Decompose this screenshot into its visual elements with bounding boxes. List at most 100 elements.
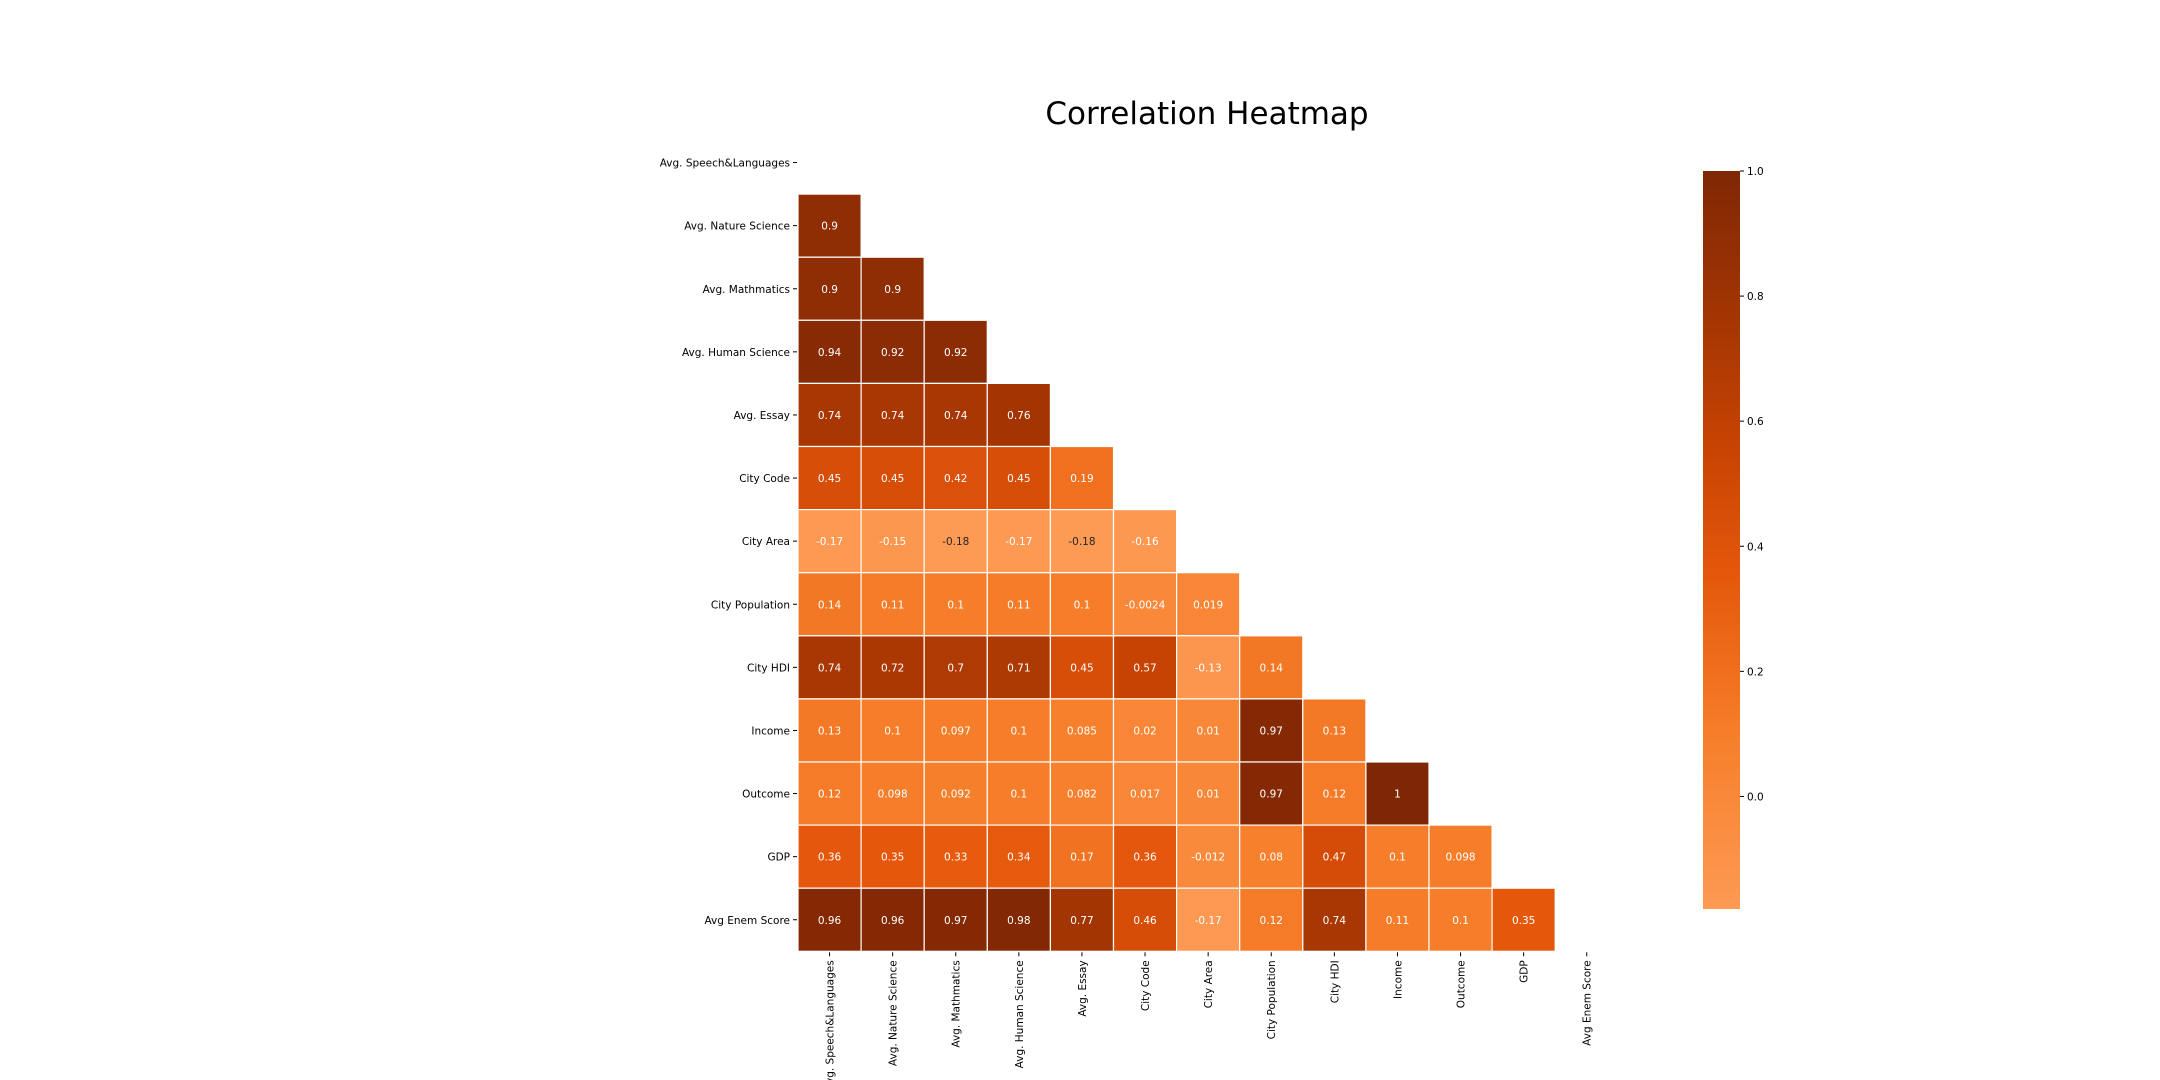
x-tick-label: Income — [1392, 960, 1404, 999]
cell-value-label: 0.9 — [821, 284, 838, 296]
cell-value-label: 0.46 — [1133, 915, 1157, 927]
cell-value-label: 0.42 — [944, 473, 967, 485]
cell-value-label: 0.35 — [1512, 915, 1535, 927]
cell-value-label: 0.77 — [1070, 915, 1093, 927]
heatmap-cell — [1365, 887, 1430, 952]
cell-value-label: 0.11 — [1007, 599, 1030, 611]
colorbar-tick-label: 0.8 — [1747, 291, 1764, 303]
x-tick-label: Avg. Human Science — [1014, 960, 1026, 1068]
y-tick-label: GDP — [767, 852, 790, 864]
cell-value-label: 0.35 — [881, 852, 904, 864]
cell-value-label: 0.097 — [941, 725, 971, 737]
x-tick-label: City HDI — [1329, 960, 1341, 1003]
cell-value-label: 0.98 — [1007, 915, 1030, 927]
heatmap-cell — [1112, 698, 1178, 763]
cell-value-label: -0.17 — [1005, 536, 1032, 548]
heatmap-cell — [797, 509, 862, 574]
heatmap-cell — [1049, 761, 1115, 826]
heatmap-cell — [797, 887, 862, 952]
cell-value-label: 0.45 — [881, 473, 904, 485]
heatmap-cell — [986, 887, 1051, 952]
heatmap-cell — [1175, 887, 1241, 952]
heatmap-cell — [797, 824, 862, 889]
y-tick-label: Avg. Human Science — [682, 347, 790, 359]
cell-value-label: 0.019 — [1193, 599, 1223, 611]
heatmap-cell — [1302, 824, 1367, 889]
cell-value-label: 0.47 — [1323, 852, 1346, 864]
x-tick-label: City Area — [1203, 960, 1215, 1008]
cell-value-label: 0.92 — [881, 347, 904, 359]
heatmap-cell — [1049, 509, 1115, 574]
y-tick-label: Income — [751, 725, 790, 737]
heatmap-cell — [797, 698, 862, 763]
colorbar-tick-label: 0.4 — [1747, 541, 1764, 553]
heatmap-cell — [1428, 887, 1493, 952]
heatmap-cell — [923, 761, 988, 826]
y-axis-tick-labels: Avg. Speech&Languages Avg. Nature Science… — [660, 158, 797, 927]
cell-value-label: 0.02 — [1133, 725, 1156, 737]
cell-value-label: 0.1 — [1452, 915, 1469, 927]
cell-value-label: 0.74 — [881, 410, 905, 422]
x-tick-label: Avg. Mathmatics — [951, 960, 963, 1047]
cell-value-label: -0.16 — [1131, 536, 1158, 548]
x-axis-tick-labels: Avg. Speech&Languages Avg. Nature Science… — [825, 952, 1594, 1080]
heatmap-cell — [797, 635, 862, 700]
y-tick-label: Avg. Speech&Languages — [660, 158, 790, 170]
cell-value-label: 0.34 — [1007, 852, 1031, 864]
heatmap-cell — [860, 445, 925, 511]
y-tick-label: Avg. Mathmatics — [703, 284, 790, 296]
heatmap-cell — [860, 256, 925, 321]
cell-value-label: 0.01 — [1196, 789, 1219, 801]
cell-value-label: 0.36 — [1133, 852, 1157, 864]
cell-value-label: 0.92 — [944, 347, 967, 359]
cell-value-label: 0.36 — [818, 852, 842, 864]
cell-value-label: 0.1 — [1010, 725, 1027, 737]
cell-value-label: 1 — [1394, 789, 1401, 801]
cell-value-label: 0.74 — [818, 662, 842, 674]
cell-value-label: 0.96 — [881, 915, 905, 927]
colorbar-gradient — [1703, 171, 1740, 909]
x-tick-label: City Code — [1140, 960, 1152, 1011]
cell-value-label: 0.97 — [944, 915, 967, 927]
cell-value-label: 0.08 — [1260, 852, 1283, 864]
cell-value-label: 0.1 — [884, 725, 901, 737]
heatmap-cells: 0.9 0.9 0.9 0.94 0.92 0.92 0.74 0.74 0.74 0.76 0.4… — [797, 193, 1556, 952]
y-tick-label: Avg. Nature Science — [684, 221, 790, 233]
heatmap-cell — [1112, 509, 1178, 574]
heatmap-cell — [923, 698, 988, 763]
heatmap-cell — [986, 382, 1051, 448]
chart-title: Correlation Heatmap — [1045, 96, 1368, 132]
heatmap-cell — [860, 572, 925, 637]
cell-value-label: 0.098 — [1446, 852, 1476, 864]
cell-value-label: 0.76 — [1007, 410, 1031, 422]
heatmap-cell — [1428, 824, 1493, 889]
x-tick-label: Avg. Nature Science — [888, 960, 900, 1066]
cell-value-label: 0.33 — [944, 852, 967, 864]
heatmap-cell — [986, 509, 1051, 574]
cell-value-label: 0.45 — [818, 473, 841, 485]
cell-value-label: 0.97 — [1260, 789, 1283, 801]
y-tick-label: Outcome — [742, 789, 790, 801]
heatmap-cell — [1175, 572, 1241, 637]
heatmap-cell — [797, 193, 862, 258]
heatmap-cell — [860, 382, 925, 448]
cell-value-label: 0.14 — [1260, 662, 1284, 674]
cell-value-label: 0.7 — [947, 662, 964, 674]
x-tick-label: City Population — [1266, 960, 1278, 1039]
heatmap-cell — [860, 509, 925, 574]
heatmap-cell — [1365, 761, 1430, 826]
cell-value-label: 0.74 — [818, 410, 842, 422]
heatmap-cell — [1239, 635, 1304, 700]
cell-value-label: 0.1 — [1389, 852, 1406, 864]
heatmap-cell — [1175, 698, 1241, 763]
heatmap-cell — [923, 319, 988, 384]
cell-value-label: 0.12 — [818, 789, 841, 801]
x-tick-label: GDP — [1519, 960, 1531, 983]
y-tick-label: Avg. Essay — [734, 410, 790, 422]
y-tick-label: City HDI — [747, 662, 790, 674]
cell-value-label: 0.11 — [881, 599, 904, 611]
heatmap-cell — [1491, 887, 1556, 952]
y-tick-label: City Code — [739, 473, 790, 485]
heatmap-cell — [797, 572, 862, 637]
